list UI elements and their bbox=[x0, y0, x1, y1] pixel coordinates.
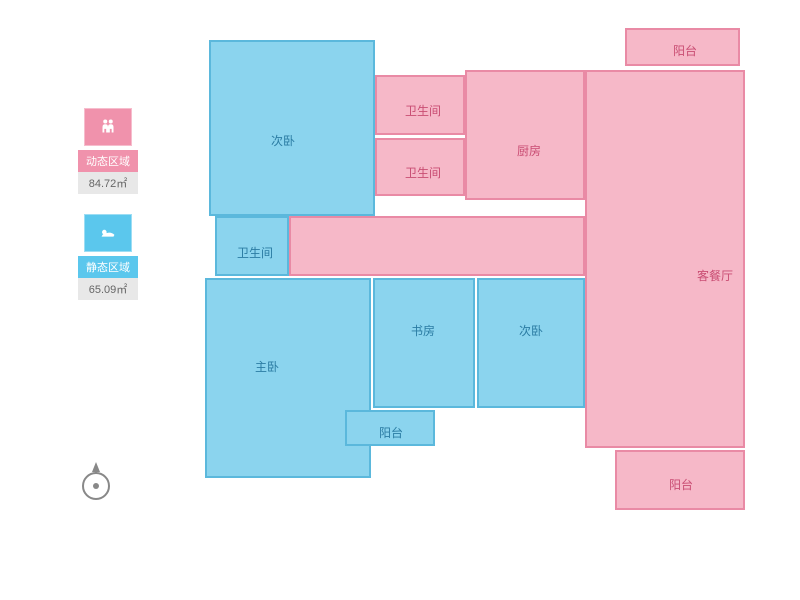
room-label-bathroom-3: 卫生间 bbox=[237, 244, 273, 261]
room-label-living-dining: 客餐厅 bbox=[697, 267, 733, 284]
room-study: 书房 bbox=[373, 278, 475, 408]
room-label-bathroom-1: 卫生间 bbox=[405, 102, 441, 119]
room-label-balcony-mid: 阳台 bbox=[379, 424, 403, 441]
room-balcony-top: 阳台 bbox=[625, 28, 740, 66]
sleep-icon bbox=[84, 214, 132, 252]
room-balcony-mid: 阳台 bbox=[345, 410, 435, 446]
room-label-master-bedroom: 主卧 bbox=[255, 358, 279, 375]
room-label-balcony-bottom: 阳台 bbox=[669, 476, 693, 493]
compass-icon bbox=[78, 460, 114, 507]
floorplan-canvas: 阳台客餐厅厨房卫生间卫生间卫生间次卧主卧书房次卧阳台阳台 bbox=[195, 20, 765, 560]
people-icon bbox=[84, 108, 132, 146]
legend-static-value: 65.09㎡ bbox=[78, 278, 138, 300]
room-bathroom-3: 卫生间 bbox=[215, 216, 289, 276]
legend-panel: 动态区域 84.72㎡ 静态区域 65.09㎡ bbox=[78, 108, 138, 320]
room-label-bedroom-2-mid: 次卧 bbox=[519, 322, 543, 339]
room-label-balcony-top: 阳台 bbox=[673, 42, 697, 59]
room-label-study: 书房 bbox=[411, 322, 435, 339]
legend-static: 静态区域 65.09㎡ bbox=[78, 214, 138, 300]
room-bathroom-1: 卫生间 bbox=[375, 75, 465, 135]
legend-dynamic-label: 动态区域 bbox=[78, 150, 138, 172]
room-label-bedroom-2-top: 次卧 bbox=[271, 132, 295, 149]
room-balcony-bottom: 阳台 bbox=[615, 450, 745, 510]
room-label-bathroom-2: 卫生间 bbox=[405, 164, 441, 181]
room-bathroom-2: 卫生间 bbox=[375, 138, 465, 196]
room-kitchen: 厨房 bbox=[465, 70, 585, 200]
room-hall-strip bbox=[289, 216, 585, 276]
legend-static-label: 静态区域 bbox=[78, 256, 138, 278]
legend-dynamic: 动态区域 84.72㎡ bbox=[78, 108, 138, 194]
legend-dynamic-value: 84.72㎡ bbox=[78, 172, 138, 194]
room-master-bedroom: 主卧 bbox=[205, 278, 371, 478]
room-living-dining: 客餐厅 bbox=[585, 70, 745, 448]
room-label-kitchen: 厨房 bbox=[517, 142, 541, 159]
room-bedroom-2-mid: 次卧 bbox=[477, 278, 585, 408]
room-bedroom-2-top: 次卧 bbox=[209, 40, 375, 216]
